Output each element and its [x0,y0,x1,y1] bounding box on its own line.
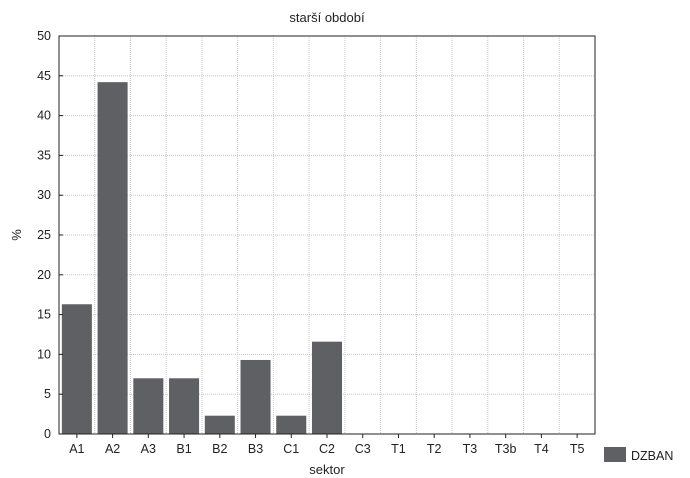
y-tick-label: 0 [44,427,51,441]
y-tick-label: 35 [37,148,51,162]
x-tick-label: A1 [69,442,84,456]
x-tick-label: T5 [570,442,585,456]
bar-b3 [240,359,271,434]
x-axis-label: sektor [309,462,345,477]
y-tick-label: 25 [37,228,51,242]
y-tick-label: 45 [37,69,51,83]
x-tick-label: T2 [427,442,442,456]
x-tick-label: B1 [176,442,191,456]
bar-c1 [276,415,307,434]
bars [61,82,343,434]
y-axis-label: % [9,229,24,241]
x-tick-label: B2 [212,442,227,456]
legend-label: DZBAN [631,449,673,463]
x-tick-label: C1 [283,442,299,456]
bar-a1 [61,304,92,434]
bar-a2 [97,82,128,434]
x-tick-label: B3 [248,442,263,456]
bar-a3 [133,378,164,434]
y-tick-label: 15 [37,308,51,322]
y-tick-label: 10 [37,347,51,361]
chart-title: starší období [289,10,365,25]
bar-c2 [311,341,343,434]
x-tick-label: A3 [141,442,156,456]
x-axis-ticks: A1 A2 A3 B1 B2 B3 C1 C2 C3 T1 T2 T3 T3b T4 T5 [69,434,584,456]
legend-swatch [604,447,626,462]
x-tick-label: T3 [463,442,478,456]
legend: DZBAN [604,447,673,463]
x-tick-label: A2 [105,442,120,456]
x-tick-label: T3b [495,442,517,456]
bar-b2 [204,415,235,434]
y-tick-label: 50 [37,29,51,43]
y-tick-label: 30 [37,188,51,202]
y-axis-ticks: 0 5 10 15 20 25 30 35 40 45 50 [37,29,63,441]
x-tick-label: C3 [355,442,371,456]
gridlines [59,36,595,434]
x-tick-label: C2 [319,442,335,456]
y-tick-label: 20 [37,268,51,282]
x-tick-label: T1 [391,442,406,456]
x-tick-label: T4 [534,442,549,456]
y-tick-label: 40 [37,109,51,123]
bar-b1 [169,378,200,434]
y-tick-label: 5 [44,387,51,401]
